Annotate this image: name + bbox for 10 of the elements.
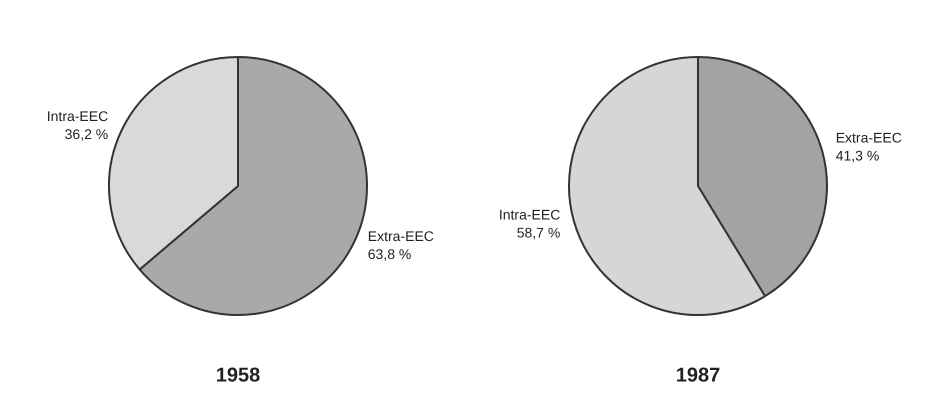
slice-label: Extra-EEC [836, 129, 902, 146]
data-label: 58,7 % [516, 224, 560, 240]
data-label: 41,3 % [836, 147, 880, 164]
slice-label: Extra-EEC [368, 228, 434, 244]
data-label: 63,8 % [368, 246, 412, 262]
text: 1987 [676, 364, 720, 387]
text: 1958 [216, 364, 260, 387]
slice-label: Intra-EEC [46, 108, 108, 124]
slice-label: Intra-EEC [498, 206, 560, 222]
data-label: 36,2 % [64, 126, 108, 142]
